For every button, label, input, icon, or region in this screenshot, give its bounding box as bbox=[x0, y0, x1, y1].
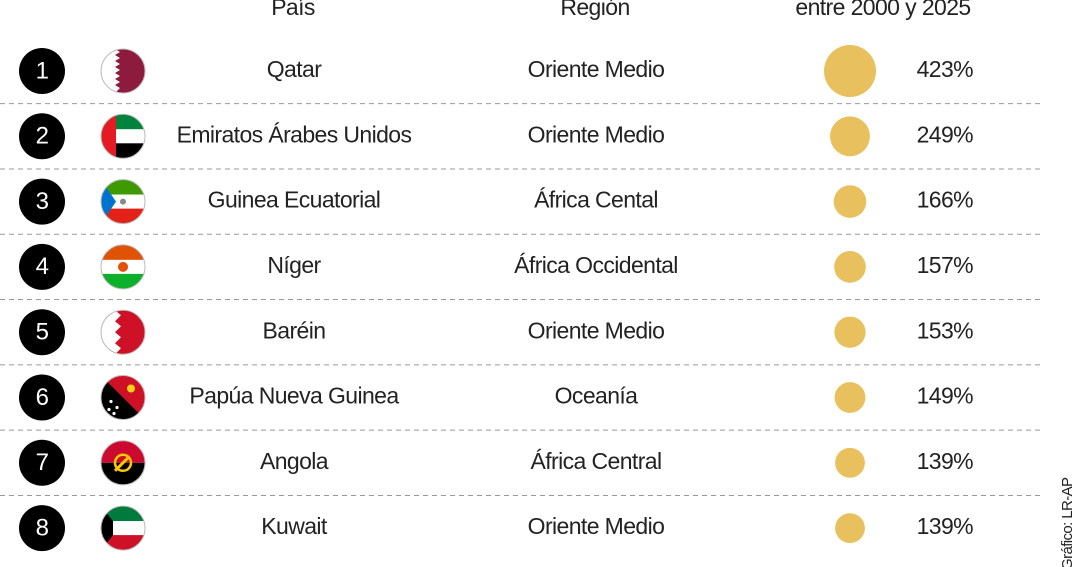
flag-rim bbox=[100, 505, 146, 551]
value-label: 423% bbox=[917, 56, 974, 82]
flag-rim bbox=[100, 244, 146, 290]
rank-badge bbox=[19, 113, 65, 160]
rank: 8 bbox=[36, 514, 49, 541]
value-label: 157% bbox=[917, 252, 974, 278]
flag-part bbox=[101, 244, 145, 260]
rank-badge bbox=[19, 374, 65, 421]
region: Oriente Medio bbox=[528, 56, 665, 82]
header-region: Región bbox=[560, 0, 629, 20]
flag-part bbox=[120, 198, 126, 205]
rank-badge bbox=[19, 178, 65, 225]
flag-part bbox=[101, 114, 116, 159]
rank-badge bbox=[19, 243, 65, 290]
flag-part bbox=[101, 208, 145, 224]
flag-part bbox=[109, 399, 113, 404]
region: África Occidental bbox=[514, 252, 678, 278]
flag-part bbox=[115, 405, 119, 410]
rank: 3 bbox=[36, 188, 49, 215]
value-label: 139% bbox=[917, 448, 974, 474]
rank: 5 bbox=[36, 319, 49, 346]
flag bbox=[101, 375, 145, 420]
flag bbox=[101, 179, 145, 224]
rank-badge bbox=[19, 48, 65, 94]
flag-rim bbox=[100, 440, 146, 486]
rank-badge bbox=[19, 439, 65, 486]
flag-rim bbox=[100, 113, 146, 159]
region: África Central bbox=[531, 448, 662, 474]
flag-part bbox=[113, 455, 131, 472]
region: África Cental bbox=[534, 187, 658, 213]
rank: 6 bbox=[36, 384, 49, 411]
country: Papúa Nueva Guinea bbox=[189, 383, 399, 409]
bubble bbox=[835, 513, 865, 544]
bubble bbox=[834, 382, 866, 413]
flag bbox=[101, 244, 145, 289]
rank-badge bbox=[19, 505, 65, 552]
flag-part bbox=[101, 462, 145, 485]
value-label: 149% bbox=[917, 383, 974, 409]
flag-part bbox=[101, 49, 120, 93]
flag-rim bbox=[100, 179, 146, 225]
flag bbox=[101, 440, 145, 485]
region: Oceanía bbox=[555, 383, 639, 409]
region: Oriente Medio bbox=[528, 121, 665, 147]
country: Emiratos Árabes Unidos bbox=[177, 121, 412, 147]
flag-part bbox=[101, 179, 116, 224]
country: Qatar bbox=[267, 56, 322, 82]
bubble bbox=[834, 251, 866, 283]
header-change: entre 2000 y 2025 bbox=[795, 0, 970, 20]
flag-part bbox=[101, 310, 121, 355]
rank: 7 bbox=[36, 449, 49, 476]
region: Oriente Medio bbox=[528, 513, 665, 539]
bubble bbox=[824, 45, 876, 97]
flag-part bbox=[101, 440, 145, 463]
value-label: 153% bbox=[917, 317, 974, 343]
rank-badge bbox=[19, 309, 65, 356]
header-country: País bbox=[271, 0, 315, 20]
country: Baréin bbox=[263, 317, 326, 343]
region: Oriente Medio bbox=[528, 317, 665, 343]
flag-part bbox=[127, 384, 135, 393]
country: Níger bbox=[267, 252, 321, 278]
flag bbox=[101, 49, 145, 93]
rank: 2 bbox=[36, 123, 49, 150]
flag-part bbox=[101, 179, 145, 195]
rank: 1 bbox=[36, 57, 49, 84]
country: Kuwait bbox=[261, 513, 328, 539]
bubble bbox=[833, 185, 867, 218]
country: Angola bbox=[260, 448, 329, 474]
country: Guinea Ecuatorial bbox=[208, 187, 381, 213]
flag-part bbox=[107, 407, 111, 412]
bubble bbox=[834, 316, 866, 348]
bubble bbox=[835, 447, 865, 478]
flag-part bbox=[113, 453, 133, 473]
source: Gráfico: LR-AP bbox=[1059, 477, 1076, 567]
flag-rim bbox=[100, 309, 146, 355]
flag bbox=[101, 114, 145, 159]
value-label: 139% bbox=[917, 513, 974, 539]
flag-part bbox=[118, 261, 128, 272]
flag-part bbox=[112, 411, 116, 416]
flag-rim bbox=[100, 48, 146, 94]
bubble bbox=[830, 116, 870, 157]
flag-rim bbox=[100, 375, 146, 420]
value-label: 249% bbox=[917, 121, 974, 147]
flag-part bbox=[101, 535, 145, 551]
flag-part bbox=[101, 506, 145, 522]
rank: 4 bbox=[36, 253, 49, 280]
value-label: 166% bbox=[917, 187, 974, 213]
flag-part bbox=[101, 273, 145, 289]
flag bbox=[101, 310, 145, 355]
